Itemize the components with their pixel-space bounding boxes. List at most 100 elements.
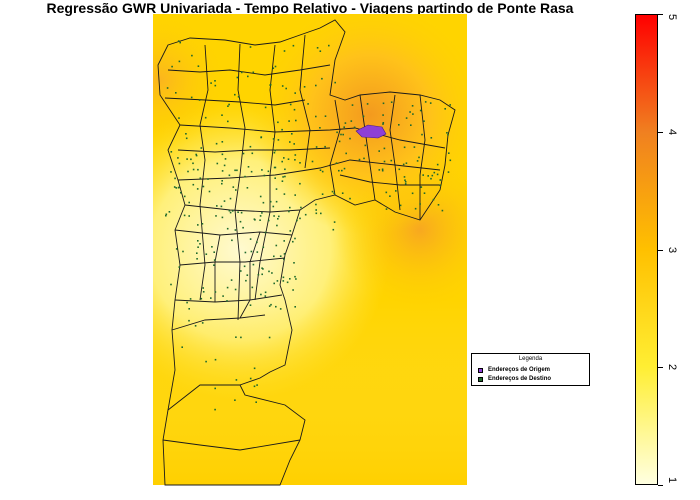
destination-point	[316, 47, 319, 49]
destination-point	[257, 273, 260, 276]
destination-point	[321, 170, 324, 173]
destination-point	[405, 117, 408, 119]
destination-point	[264, 231, 267, 234]
colorbar-tick-label: 5	[666, 14, 678, 21]
destination-point	[411, 192, 414, 195]
destination-point	[284, 168, 286, 171]
destination-point	[246, 274, 249, 276]
destination-point	[283, 157, 285, 159]
destination-point	[289, 230, 292, 232]
destination-point	[291, 133, 293, 135]
destination-point	[170, 283, 172, 286]
destination-point	[444, 108, 446, 110]
colorbar-tick	[658, 367, 663, 368]
legend-title: Legenda	[518, 356, 543, 362]
destination-point	[449, 159, 452, 162]
destination-point	[224, 158, 227, 160]
destination-point	[275, 188, 278, 190]
destination-point	[229, 211, 232, 214]
destination-point	[275, 200, 278, 203]
destination-point	[237, 96, 240, 98]
destination-point	[403, 146, 406, 149]
destination-point	[251, 286, 254, 289]
destination-point	[210, 297, 212, 299]
destination-point	[404, 179, 406, 181]
destination-point	[174, 177, 176, 180]
destination-point	[210, 82, 212, 84]
destination-point	[294, 92, 296, 94]
destination-point	[413, 146, 416, 148]
destination-point	[175, 248, 178, 250]
destination-point	[299, 217, 301, 220]
destination-point	[274, 177, 276, 179]
destination-point	[328, 44, 330, 47]
destination-point	[242, 226, 244, 229]
destination-point	[432, 198, 435, 201]
destination-point	[196, 258, 198, 260]
destination-point	[378, 169, 381, 171]
destination-point	[382, 122, 385, 124]
destination-point	[215, 142, 218, 145]
destination-point	[345, 152, 347, 155]
destination-point	[182, 250, 184, 253]
destination-point	[436, 173, 439, 176]
destination-point	[221, 180, 223, 182]
destination-point	[399, 204, 402, 207]
destination-point	[286, 281, 289, 284]
destination-point	[190, 96, 193, 99]
destination-point	[205, 360, 207, 363]
destination-point	[197, 240, 199, 242]
destination-point	[261, 267, 263, 269]
destination-point	[272, 138, 275, 140]
destination-point	[304, 213, 307, 216]
destination-point	[243, 265, 246, 268]
destination-point	[242, 152, 245, 155]
destination-point	[229, 197, 232, 200]
destination-point	[250, 250, 253, 253]
destination-point	[411, 105, 414, 107]
destination-point	[214, 80, 216, 82]
destination-point	[289, 206, 291, 209]
destination-point	[324, 145, 326, 148]
destination-point	[262, 201, 265, 204]
destination-point	[283, 258, 285, 261]
destination-point	[262, 246, 265, 249]
colorbar-tick	[658, 250, 663, 251]
destination-point	[221, 114, 223, 116]
destination-point	[240, 336, 242, 339]
destination-point	[235, 336, 237, 338]
destination-point	[185, 133, 187, 135]
destination-point	[188, 201, 190, 204]
destination-point	[199, 243, 201, 245]
destination-point	[272, 205, 275, 208]
destination-point	[420, 186, 423, 188]
destination-point	[315, 209, 317, 211]
destination-point	[430, 177, 432, 180]
destination-point	[382, 123, 384, 125]
destination-point	[234, 288, 237, 291]
destination-point	[382, 114, 384, 116]
destination-point	[288, 210, 290, 213]
destination-point	[419, 203, 421, 205]
destination-point	[205, 253, 208, 255]
destination-point	[268, 305, 271, 307]
destination-point	[404, 183, 407, 185]
destination-point	[256, 384, 258, 386]
destination-point	[259, 195, 262, 198]
destination-point	[194, 325, 197, 327]
destination-point	[395, 190, 397, 192]
map-title: Regressão GWR Univariada - Tempo Relativ…	[46, 0, 574, 16]
destination-point	[424, 101, 427, 103]
destination-point	[334, 81, 336, 84]
destination-point	[261, 273, 263, 276]
colorbar-tick-label: 3	[666, 247, 678, 254]
destination-point	[198, 99, 201, 101]
destination-point	[419, 109, 422, 112]
destination-point	[282, 276, 285, 279]
legend-label-destination: Endereços de Destino	[488, 376, 552, 382]
destination-point	[423, 192, 426, 194]
destination-point	[168, 211, 171, 213]
destination-point	[221, 170, 224, 172]
destination-point	[228, 174, 231, 177]
destination-point	[363, 157, 365, 160]
